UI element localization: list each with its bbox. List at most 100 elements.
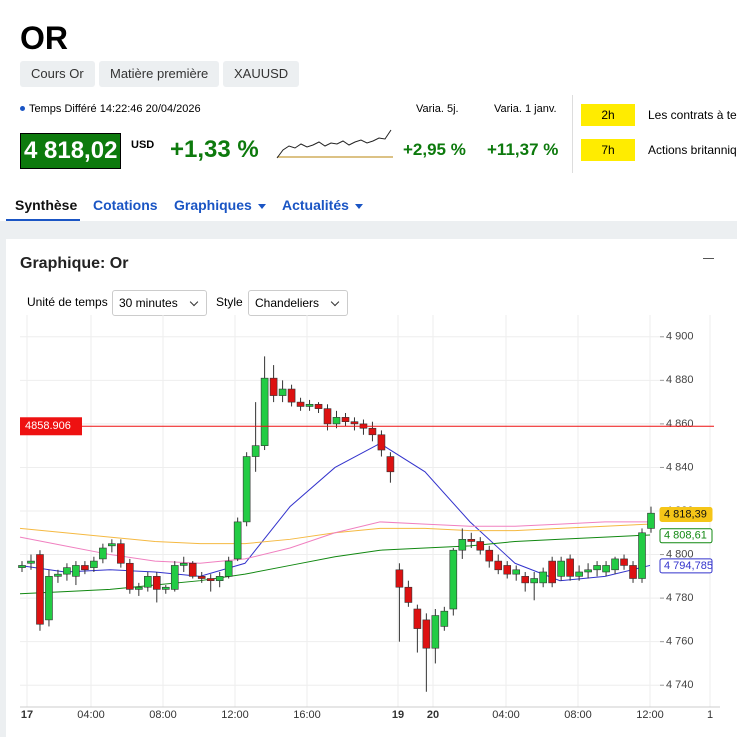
candle-body xyxy=(593,565,601,571)
y-tick-label: 4 900 xyxy=(666,331,694,343)
price-tag xyxy=(659,507,713,523)
candle-body xyxy=(476,541,485,551)
candle-body xyxy=(287,388,296,403)
candle-body xyxy=(611,558,619,571)
candle-body xyxy=(431,615,440,649)
title: OR xyxy=(20,20,68,56)
x-tick-label: 17 xyxy=(21,709,33,721)
candle-body xyxy=(602,565,610,573)
candle-body xyxy=(63,567,71,575)
candle-body xyxy=(638,532,646,579)
x-tick-label: 08:00 xyxy=(149,709,177,721)
candle-body xyxy=(296,401,305,407)
candle-body xyxy=(314,403,323,409)
candle-body xyxy=(449,549,458,610)
candle-body xyxy=(530,578,538,584)
candle-body xyxy=(117,543,125,564)
pill[interactable]: Cours Or xyxy=(20,61,95,87)
varjan: +11,37 % xyxy=(487,140,559,159)
candle-body xyxy=(485,549,494,562)
candle-body xyxy=(539,571,547,584)
candle-body xyxy=(413,608,422,629)
candle-body xyxy=(422,619,431,649)
tab[interactable]: Cotations xyxy=(93,197,158,213)
candle-body xyxy=(350,421,359,425)
sparkline-line xyxy=(276,129,392,159)
price-tag-label: 4 808,61 xyxy=(664,530,707,542)
candle-body xyxy=(81,565,89,571)
candle-body xyxy=(566,558,574,577)
candle-body xyxy=(458,539,467,551)
candle-body xyxy=(233,521,242,560)
candle-body xyxy=(188,562,197,577)
sparkline xyxy=(276,129,393,159)
price: 4 818,02 xyxy=(20,133,122,169)
status-dot xyxy=(20,106,25,111)
candle-body xyxy=(467,539,476,542)
unit-label: Unité de temps xyxy=(27,295,108,309)
moving-average xyxy=(19,534,651,595)
pill[interactable]: Matière première xyxy=(99,61,220,87)
candle-body xyxy=(575,571,583,577)
style-select[interactable]: Chandeliers xyxy=(248,290,349,316)
y-tick-label: 4 860 xyxy=(666,418,694,430)
candle-body xyxy=(395,569,404,588)
minimize[interactable] xyxy=(703,258,714,259)
price-tag xyxy=(659,528,713,544)
candle-body xyxy=(108,543,116,547)
chart-card xyxy=(6,239,737,737)
candle-body xyxy=(197,576,206,579)
candle-body xyxy=(404,586,413,603)
candle-body xyxy=(521,576,530,584)
candle-body xyxy=(305,403,314,407)
news-age: 7h xyxy=(581,139,635,161)
change: +1,33 % xyxy=(170,136,259,163)
candle-body xyxy=(368,427,377,436)
x-tick-label: 20 xyxy=(427,709,439,721)
candle-body xyxy=(45,576,53,621)
y-tick-label: 4 840 xyxy=(666,461,694,473)
candle-body xyxy=(90,560,98,568)
pill[interactable]: XAUUSD xyxy=(223,61,300,87)
unit-select[interactable]: 30 minutes xyxy=(112,290,207,316)
candle-body xyxy=(126,562,134,590)
candle-body xyxy=(161,586,170,590)
delay: Temps Différé 14:22:46 20/04/2026 xyxy=(29,103,201,115)
candle-body xyxy=(332,417,341,425)
candle-body xyxy=(647,512,655,529)
candle-body xyxy=(179,562,188,566)
candle-body xyxy=(144,576,152,588)
tab[interactable]: Actualités xyxy=(282,197,363,213)
candle-body xyxy=(170,565,179,590)
news-title[interactable]: Les contrats à te xyxy=(648,108,737,122)
candle-body xyxy=(494,560,503,571)
candle-body xyxy=(27,560,35,564)
candle-body xyxy=(54,573,62,577)
candle-body xyxy=(260,377,269,446)
tab-underline xyxy=(6,219,80,221)
candle-body xyxy=(278,388,287,396)
tab[interactable]: Graphiques xyxy=(174,197,266,213)
candle-body xyxy=(242,456,251,523)
currency: USD xyxy=(131,139,155,151)
y-tick-label: 4 760 xyxy=(666,636,694,648)
var5: +2,95 % xyxy=(403,140,466,159)
candle-body xyxy=(557,560,565,577)
candle-body xyxy=(440,610,449,627)
y-tick-label: 4 880 xyxy=(666,374,694,386)
news-title[interactable]: Actions britanniq xyxy=(648,143,737,157)
candle-body xyxy=(503,565,512,575)
candle-body xyxy=(224,560,233,577)
candle-body xyxy=(548,560,556,584)
price-tag-label: 4 794,785 xyxy=(664,560,713,572)
tab[interactable]: Synthèse xyxy=(15,197,78,213)
candle-body xyxy=(135,586,143,590)
candle-body xyxy=(72,565,80,577)
price-line-tag xyxy=(20,417,82,436)
x-tick-label: 12:00 xyxy=(636,709,664,721)
moving-average xyxy=(19,523,651,545)
candle-body xyxy=(18,565,26,568)
candle-body xyxy=(152,576,161,590)
news-age: 2h xyxy=(581,104,635,126)
